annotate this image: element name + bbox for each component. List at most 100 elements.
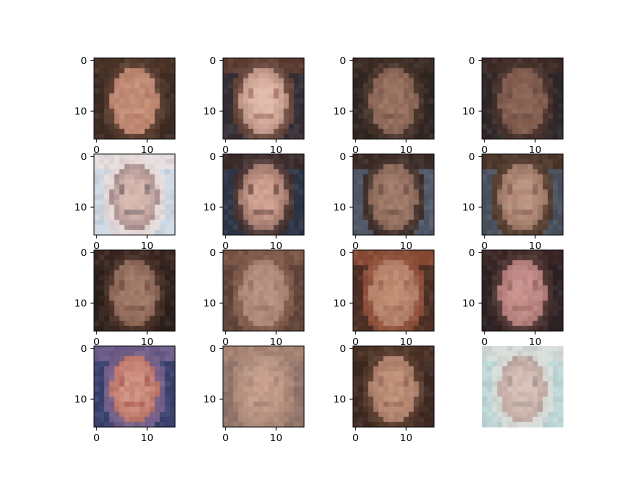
image-pixel	[542, 305, 549, 312]
image-pixel	[298, 401, 305, 408]
image-pixel	[383, 194, 389, 200]
image-pixel	[233, 83, 239, 89]
image-pixel	[268, 401, 275, 408]
image-pixel	[373, 174, 379, 180]
image-pixel	[353, 401, 359, 408]
axes-frame	[352, 249, 435, 332]
image-pixel	[298, 219, 305, 226]
image-pixel	[408, 250, 415, 256]
image-pixel	[273, 159, 280, 165]
image-pixel	[497, 63, 503, 69]
image-pixel	[99, 280, 105, 286]
image-pixel	[512, 118, 518, 125]
image-pixel	[358, 128, 364, 135]
image-pixel	[139, 184, 146, 190]
image-pixel	[393, 224, 399, 231]
image-pixel	[363, 154, 369, 160]
image-pixel	[273, 310, 280, 317]
image-pixel	[169, 184, 176, 190]
image-pixel	[139, 164, 146, 170]
image-pixel	[94, 300, 100, 307]
image-pixel	[124, 199, 130, 206]
image-pixel	[378, 219, 384, 226]
image-pixel	[273, 204, 280, 211]
image-pixel	[248, 88, 254, 94]
image-pixel	[94, 280, 100, 286]
image-pixel	[94, 320, 100, 327]
image-pixel	[164, 351, 171, 357]
image-pixel	[263, 371, 269, 377]
image-pixel	[124, 290, 130, 296]
image-pixel	[532, 133, 539, 140]
image-pixel	[398, 351, 405, 357]
image-pixel	[552, 371, 559, 377]
image-pixel	[248, 401, 254, 408]
image-pixel	[283, 280, 290, 286]
image-pixel	[104, 275, 110, 281]
image-pixel	[512, 351, 518, 357]
image-pixel	[552, 250, 559, 256]
image-pixel	[104, 305, 110, 312]
image-pixel	[507, 255, 513, 261]
image-pixel	[164, 255, 171, 261]
image-pixel	[169, 154, 176, 160]
image-pixel	[418, 376, 425, 382]
image-pixel	[169, 351, 176, 357]
image-pixel	[507, 83, 513, 89]
image-pixel	[159, 179, 166, 185]
image-pixel	[99, 108, 105, 115]
image-pixel	[353, 194, 359, 200]
image-pixel	[552, 68, 559, 74]
image-pixel	[233, 275, 239, 281]
image-pixel	[497, 381, 503, 387]
image-pixel	[497, 421, 503, 428]
image-pixel	[537, 98, 544, 104]
image-pixel	[542, 219, 549, 226]
image-pixel	[532, 310, 539, 317]
image-pixel	[248, 108, 254, 115]
image-pixel	[114, 58, 120, 64]
image-pixel	[144, 113, 151, 120]
image-pixel	[258, 275, 264, 281]
image-pixel	[94, 93, 100, 99]
image-pixel	[223, 366, 229, 372]
image-pixel	[243, 381, 249, 387]
image-pixel	[482, 199, 488, 206]
image-pixel	[258, 401, 264, 408]
image-pixel	[398, 421, 405, 428]
image-pixel	[363, 356, 369, 362]
image-pixel	[263, 250, 269, 256]
image-pixel	[144, 108, 151, 115]
image-pixel	[542, 199, 549, 206]
image-pixel	[547, 406, 554, 413]
image-pixel	[288, 224, 295, 231]
image-pixel	[268, 310, 275, 317]
image-pixel	[542, 255, 549, 261]
image-pixel	[398, 58, 405, 64]
image-pixel	[413, 128, 420, 135]
image-pixel	[228, 154, 234, 160]
y-tick-label: 0	[469, 248, 475, 259]
image-pixel	[288, 184, 295, 190]
image-pixel	[388, 265, 394, 271]
image-pixel	[288, 255, 295, 261]
image-pixel	[428, 290, 435, 296]
image-pixel	[502, 174, 508, 180]
image-pixel	[293, 103, 300, 110]
image-pixel	[542, 396, 549, 403]
image-pixel	[109, 159, 115, 165]
image-pixel	[149, 325, 156, 332]
image-pixel	[383, 401, 389, 408]
image-pixel	[124, 83, 130, 89]
image-pixel	[557, 73, 564, 79]
axes-frame	[222, 249, 305, 332]
image-pixel	[258, 103, 264, 110]
image-pixel	[119, 285, 125, 291]
image-pixel	[159, 250, 166, 256]
image-pixel	[492, 346, 498, 352]
image-pixel	[423, 113, 430, 120]
image-pixel	[512, 260, 518, 266]
image-pixel	[353, 128, 359, 135]
image-pixel	[512, 310, 518, 317]
image-pixel	[542, 300, 549, 307]
